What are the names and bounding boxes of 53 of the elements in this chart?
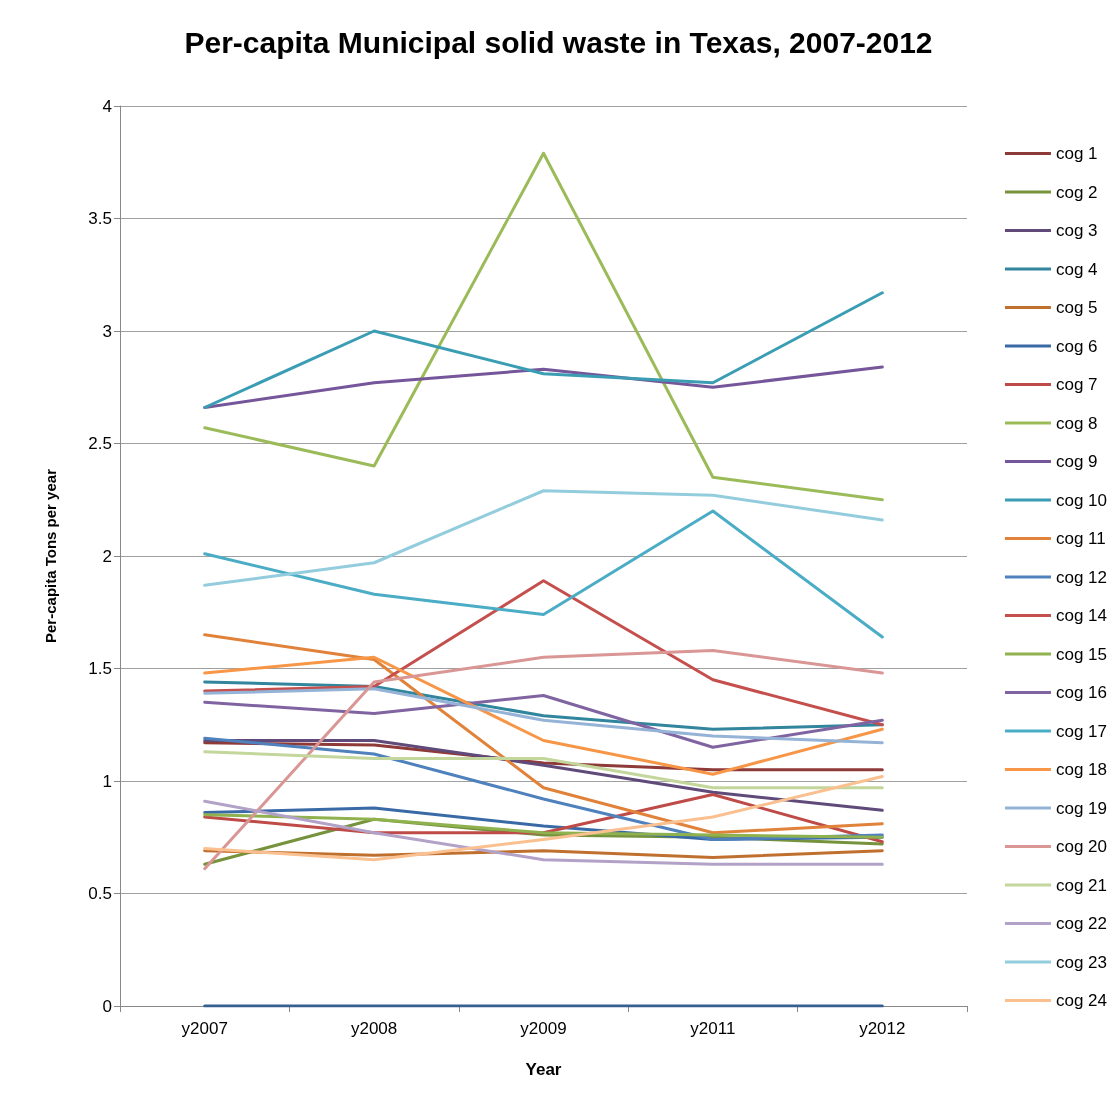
y-tick-label: 0.5 xyxy=(88,884,112,903)
y-tick-label: 2.5 xyxy=(88,434,112,453)
legend-label: cog 11 xyxy=(1055,529,1106,548)
legend-label: cog 3 xyxy=(1055,221,1098,240)
legend-label: cog 23 xyxy=(1055,952,1108,972)
line-series xyxy=(203,579,884,727)
legend-label: cog 19 xyxy=(1055,798,1108,818)
x-tick-label: y2007 xyxy=(181,1019,228,1038)
legend-label: cog 4 xyxy=(1055,259,1098,279)
line-series xyxy=(203,687,884,745)
line-series xyxy=(203,291,884,409)
legend-label: cog 2 xyxy=(1055,182,1098,202)
legend-label: cog 14 xyxy=(1055,606,1108,625)
line-series xyxy=(203,633,884,835)
y-axis-title: Per-capita Tons per year xyxy=(42,468,59,643)
y-tick-label: 3 xyxy=(102,321,112,341)
legend-label: cog 21 xyxy=(1055,875,1108,895)
legend-label: cog 9 xyxy=(1055,452,1098,471)
legend-label: cog 5 xyxy=(1055,298,1098,317)
line-series xyxy=(203,813,884,839)
legend-label: cog 20 xyxy=(1055,837,1108,856)
line-series xyxy=(203,151,884,502)
y-tick-label: 0 xyxy=(102,996,112,1016)
line-series xyxy=(203,509,884,639)
legend-label: cog 24 xyxy=(1055,991,1108,1010)
y-tick-label: 3.5 xyxy=(88,209,112,228)
legend-label: cog 18 xyxy=(1055,760,1108,779)
x-tick-label: y2012 xyxy=(859,1019,906,1038)
line-series xyxy=(203,775,884,862)
y-tick-label: 1 xyxy=(102,771,112,791)
x-tick-label: y2011 xyxy=(690,1019,736,1038)
legend-label: cog 8 xyxy=(1055,413,1098,433)
line-series xyxy=(203,694,884,749)
legend-label: cog 7 xyxy=(1055,375,1098,394)
legend-label: cog 15 xyxy=(1055,644,1108,664)
line-series xyxy=(203,489,884,587)
x-axis-title: Year xyxy=(525,1060,562,1079)
y-tick-label: 1.5 xyxy=(88,659,112,678)
y-tick-label: 2 xyxy=(102,546,112,566)
line-series xyxy=(203,649,884,871)
y-tick-label: 4 xyxy=(102,96,112,116)
legend-label: cog 16 xyxy=(1055,683,1108,702)
x-tick-label: y2009 xyxy=(520,1019,567,1038)
legend-label: cog 17 xyxy=(1055,721,1108,741)
legend-label: cog 10 xyxy=(1055,490,1108,510)
chart-title: Per-capita Municipal solid waste in Texas, 2007-2012 xyxy=(184,25,933,59)
legend-label: cog 12 xyxy=(1055,567,1108,587)
legend-label: cog 1 xyxy=(1055,144,1098,163)
line-series xyxy=(203,655,884,776)
legend-label: cog 22 xyxy=(1055,914,1108,933)
line-series xyxy=(203,799,884,866)
legend-label: cog 6 xyxy=(1055,336,1098,356)
x-tick-label: y2008 xyxy=(350,1019,398,1038)
